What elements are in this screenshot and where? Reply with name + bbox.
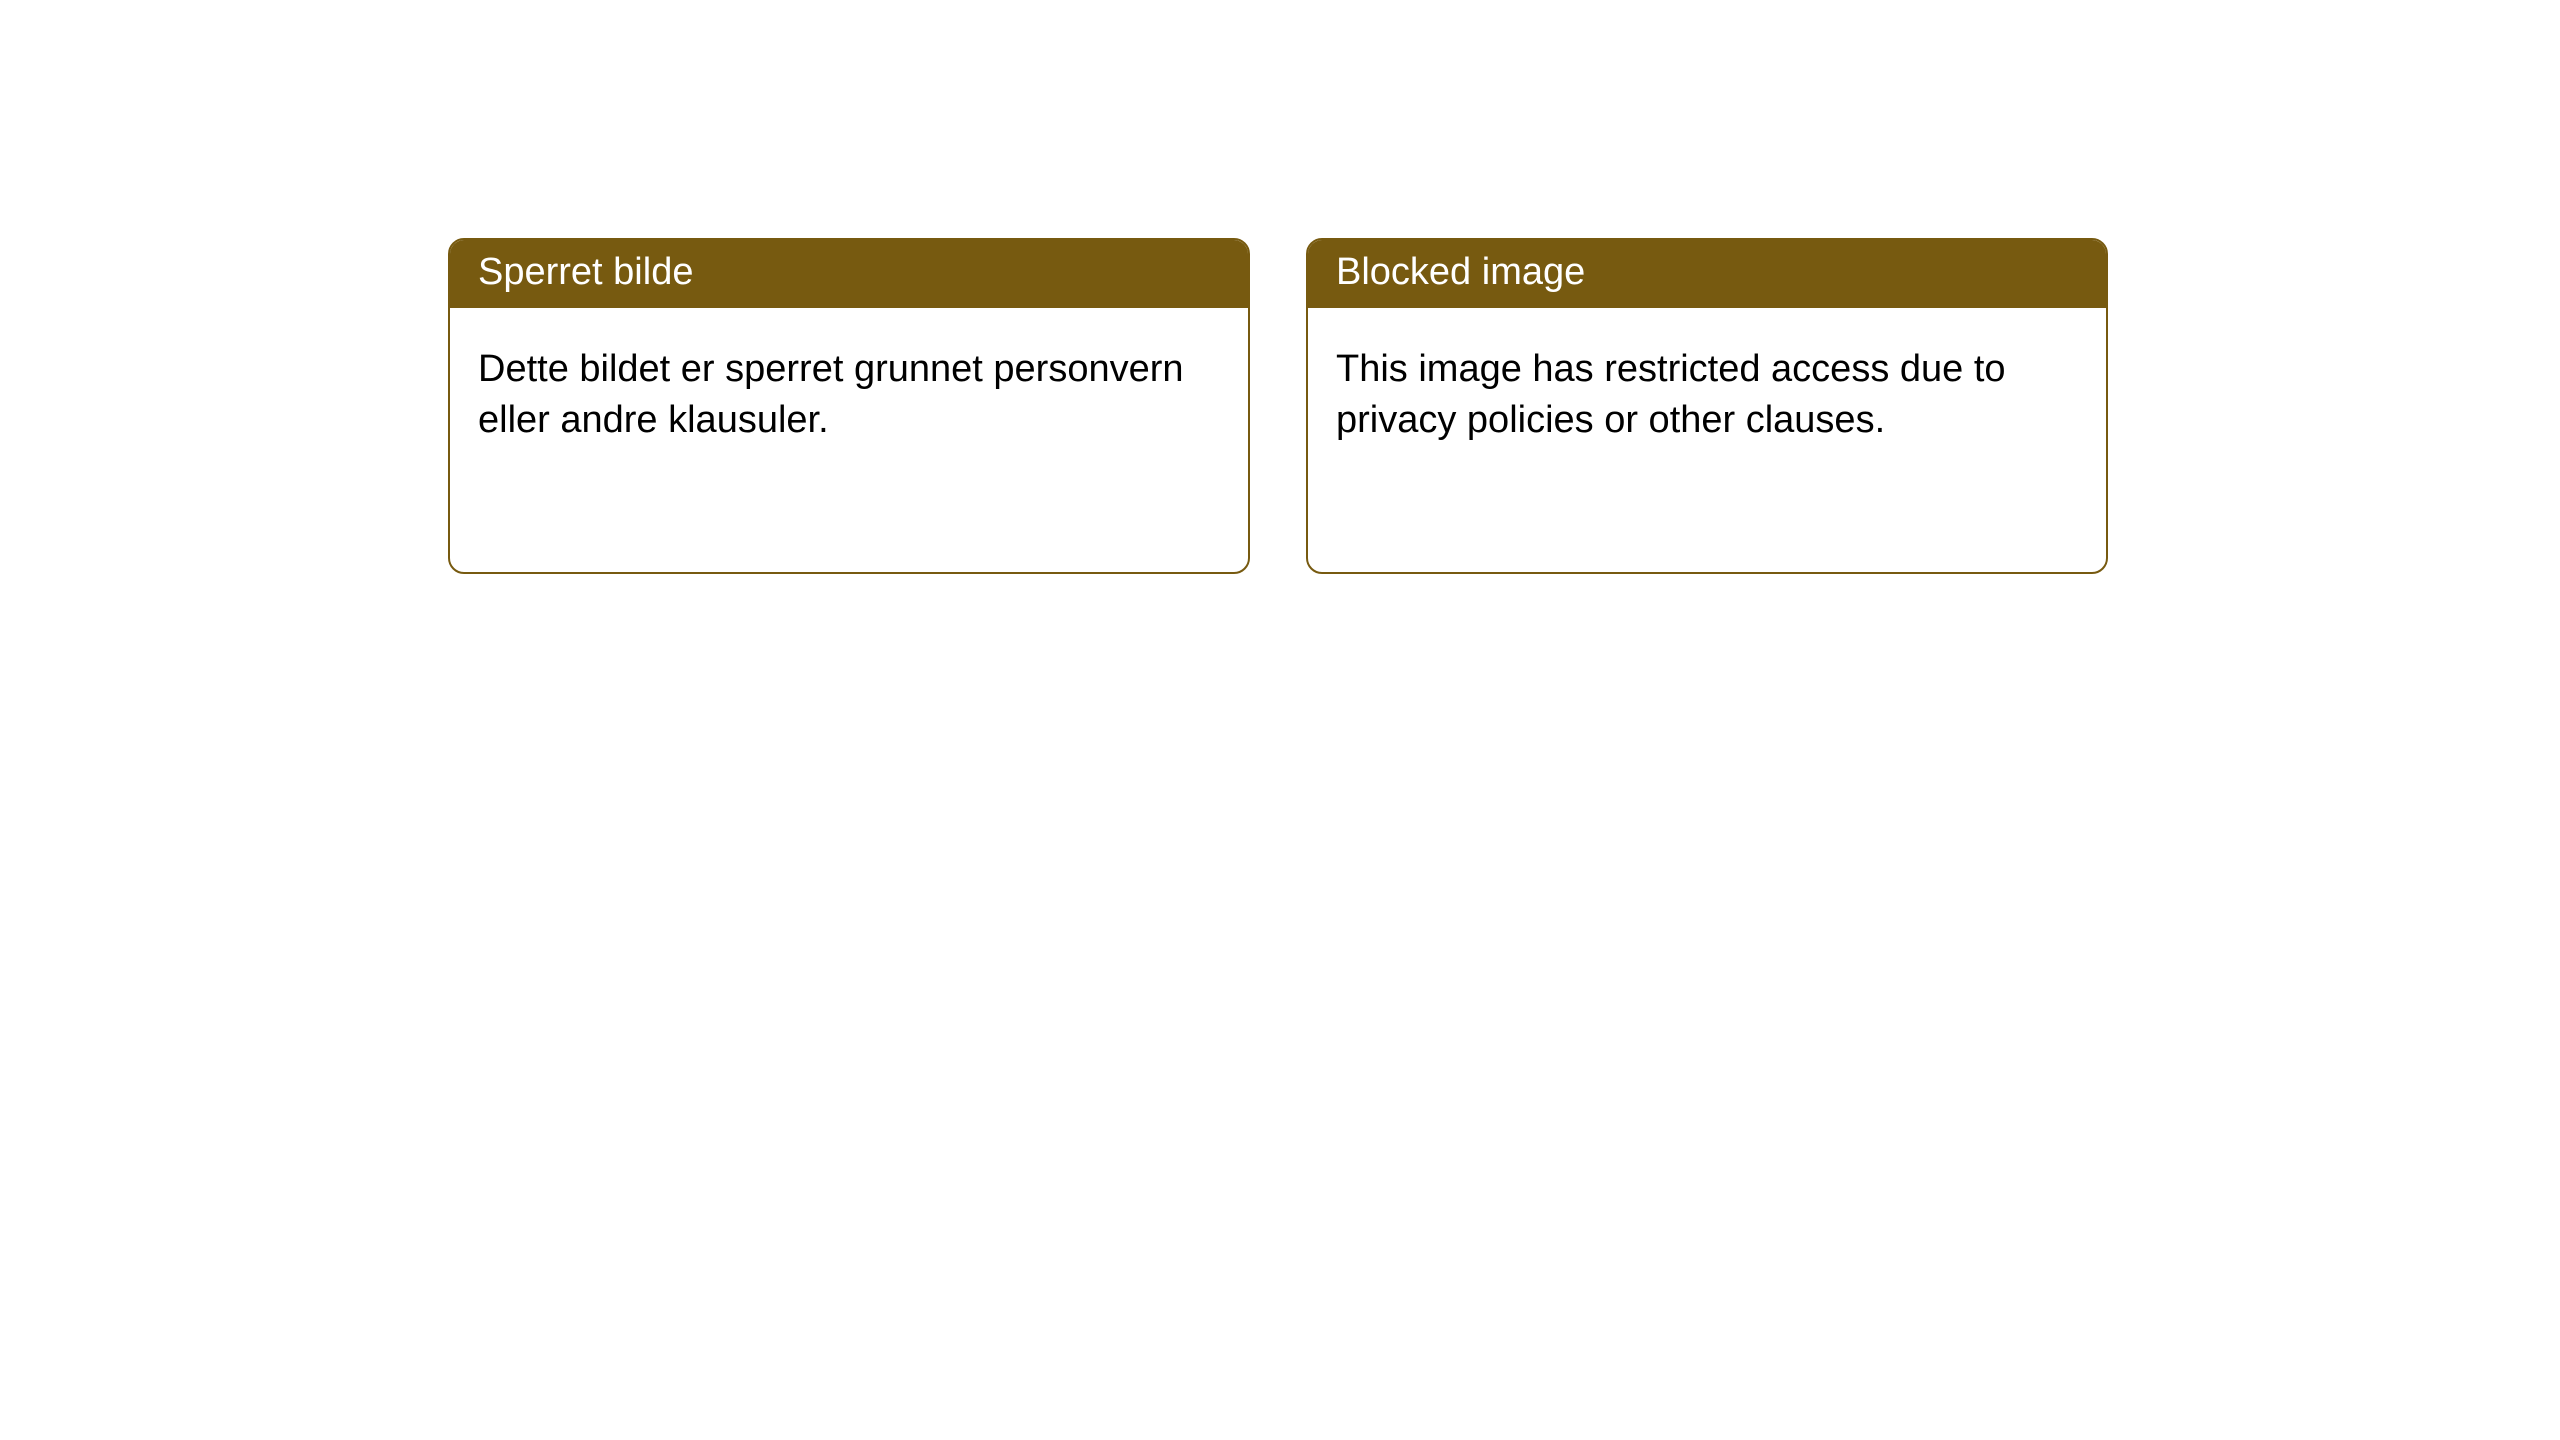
card-header-no: Sperret bilde xyxy=(450,240,1248,308)
card-message-en: This image has restricted access due to … xyxy=(1336,348,2006,441)
card-body-en: This image has restricted access due to … xyxy=(1308,308,2106,475)
blocked-image-card-en: Blocked image This image has restricted … xyxy=(1306,238,2108,574)
card-header-en: Blocked image xyxy=(1308,240,2106,308)
card-body-no: Dette bildet er sperret grunnet personve… xyxy=(450,308,1248,475)
blocked-image-card-no: Sperret bilde Dette bildet er sperret gr… xyxy=(448,238,1250,574)
notice-container: Sperret bilde Dette bildet er sperret gr… xyxy=(0,0,2560,574)
card-title-no: Sperret bilde xyxy=(478,251,693,293)
card-title-en: Blocked image xyxy=(1336,251,1585,293)
card-message-no: Dette bildet er sperret grunnet personve… xyxy=(478,348,1184,441)
